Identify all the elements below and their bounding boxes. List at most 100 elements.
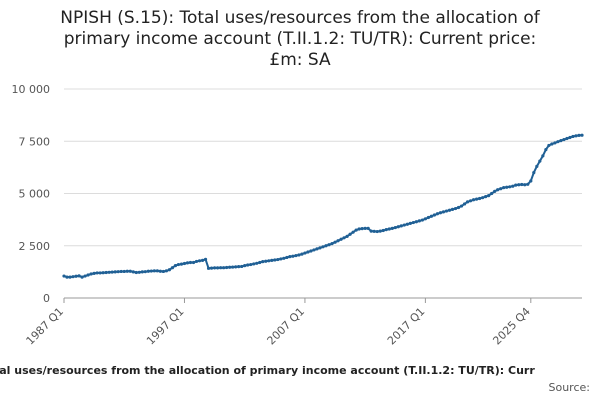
data-point (574, 134, 578, 138)
data-point (303, 251, 307, 255)
source-label: Source: (548, 381, 591, 394)
data-point (194, 259, 199, 264)
data-point (107, 270, 111, 274)
data-point (258, 260, 262, 265)
data-point (471, 198, 476, 202)
data-point (137, 270, 141, 274)
data-point (110, 270, 114, 274)
data-point (176, 262, 181, 267)
data-point (315, 247, 319, 251)
data-point (474, 197, 479, 201)
data-point (215, 266, 220, 270)
data-point (360, 227, 364, 231)
data-point (273, 258, 277, 262)
y-tick-label: 5 000 (19, 188, 51, 201)
data-point (83, 274, 87, 278)
data-point (423, 217, 427, 221)
data-point (261, 260, 265, 264)
data-point (493, 189, 497, 194)
data-point (562, 137, 566, 142)
data-point (197, 259, 202, 263)
data-point (152, 269, 156, 273)
data-point (396, 225, 400, 229)
data-point (399, 224, 403, 228)
x-tick-label: 2025 Q4 (490, 305, 533, 348)
data-point (496, 188, 500, 192)
data-point (565, 136, 569, 141)
data-point (155, 269, 159, 273)
data-point (276, 257, 280, 262)
data-point (279, 257, 283, 261)
data-point (511, 184, 515, 188)
data-point (131, 270, 135, 274)
data-point (402, 223, 406, 227)
data-point (212, 266, 217, 270)
data-point (219, 266, 223, 270)
data-point (363, 226, 367, 230)
data-point (119, 269, 123, 274)
data-point (523, 183, 527, 187)
data-point (447, 208, 452, 212)
data-point (225, 265, 229, 270)
data-point (381, 228, 385, 233)
data-point (206, 266, 211, 270)
data-point (318, 246, 322, 250)
data-point (297, 253, 301, 257)
data-point (502, 186, 506, 190)
y-tick-label: 0 (43, 292, 50, 305)
data-point (526, 182, 530, 186)
data-point (191, 260, 196, 265)
data-point (167, 268, 172, 272)
data-point (453, 206, 458, 211)
data-point (327, 243, 331, 247)
data-point (182, 261, 187, 266)
data-point (291, 254, 295, 258)
chart-title-line-3: £m: SA (269, 50, 331, 70)
data-point (71, 275, 75, 279)
data-point (571, 134, 575, 139)
data-point (580, 133, 584, 137)
data-point (559, 139, 563, 143)
data-point (336, 239, 340, 243)
x-axis-title: tal uses/resources from the allocation o… (0, 364, 535, 377)
data-point (384, 228, 388, 232)
data-point (408, 221, 412, 225)
data-point (288, 255, 292, 259)
data-point (550, 142, 554, 146)
data-point (372, 229, 376, 233)
data-point (465, 200, 470, 204)
data-point (80, 275, 84, 279)
data-point (125, 269, 129, 273)
data-point (333, 240, 337, 244)
data-point (249, 262, 253, 267)
data-point (556, 140, 560, 144)
data-point (450, 207, 455, 211)
data-point (357, 227, 361, 231)
data-point (547, 143, 551, 148)
data-point (342, 236, 346, 240)
data-point (369, 229, 373, 233)
data-point (330, 242, 334, 246)
data-point (462, 202, 467, 206)
data-point (499, 187, 503, 191)
data-point (468, 199, 473, 203)
data-point (300, 252, 304, 256)
data-point (101, 271, 105, 275)
data-point (481, 196, 485, 200)
x-tick-label: 2007 Q1 (265, 305, 308, 348)
data-point (179, 262, 184, 266)
data-point (378, 229, 382, 233)
data-point (98, 271, 102, 275)
data-point (393, 225, 397, 230)
chart-title: NPISH (S.15): Total uses/resources from … (0, 8, 600, 71)
data-point (490, 191, 494, 196)
data-point (209, 266, 214, 270)
data-point (143, 270, 147, 274)
data-point (517, 183, 521, 187)
data-point (544, 148, 548, 152)
data-point (429, 214, 434, 218)
data-point (252, 262, 256, 266)
data-point (444, 209, 449, 213)
data-point (478, 196, 482, 201)
data-point (348, 232, 352, 236)
